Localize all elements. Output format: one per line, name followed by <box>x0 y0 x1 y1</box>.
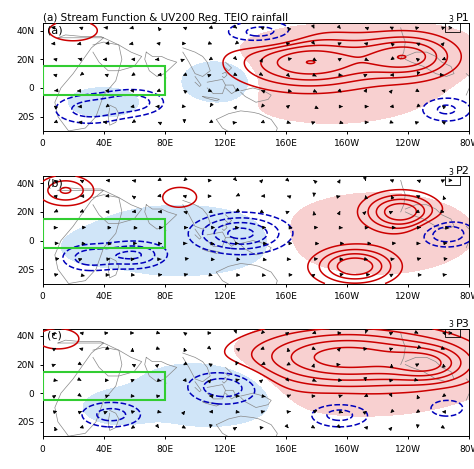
Bar <box>43 219 164 248</box>
Text: P1: P1 <box>456 14 469 23</box>
Bar <box>445 327 460 337</box>
Text: 3: 3 <box>448 15 454 24</box>
Bar <box>445 22 460 32</box>
Text: (c): (c) <box>47 331 62 341</box>
Text: (a) Stream Function & UV200 Reg. TEIO rainfall: (a) Stream Function & UV200 Reg. TEIO ra… <box>43 13 288 23</box>
Text: P3: P3 <box>456 319 469 329</box>
Text: (b): (b) <box>47 178 63 188</box>
Bar <box>43 371 164 401</box>
Text: 3: 3 <box>448 320 454 329</box>
Text: (a): (a) <box>47 26 63 36</box>
Bar <box>43 67 164 95</box>
Bar <box>445 174 460 185</box>
Text: P2: P2 <box>456 166 469 176</box>
Text: 3: 3 <box>448 168 454 177</box>
